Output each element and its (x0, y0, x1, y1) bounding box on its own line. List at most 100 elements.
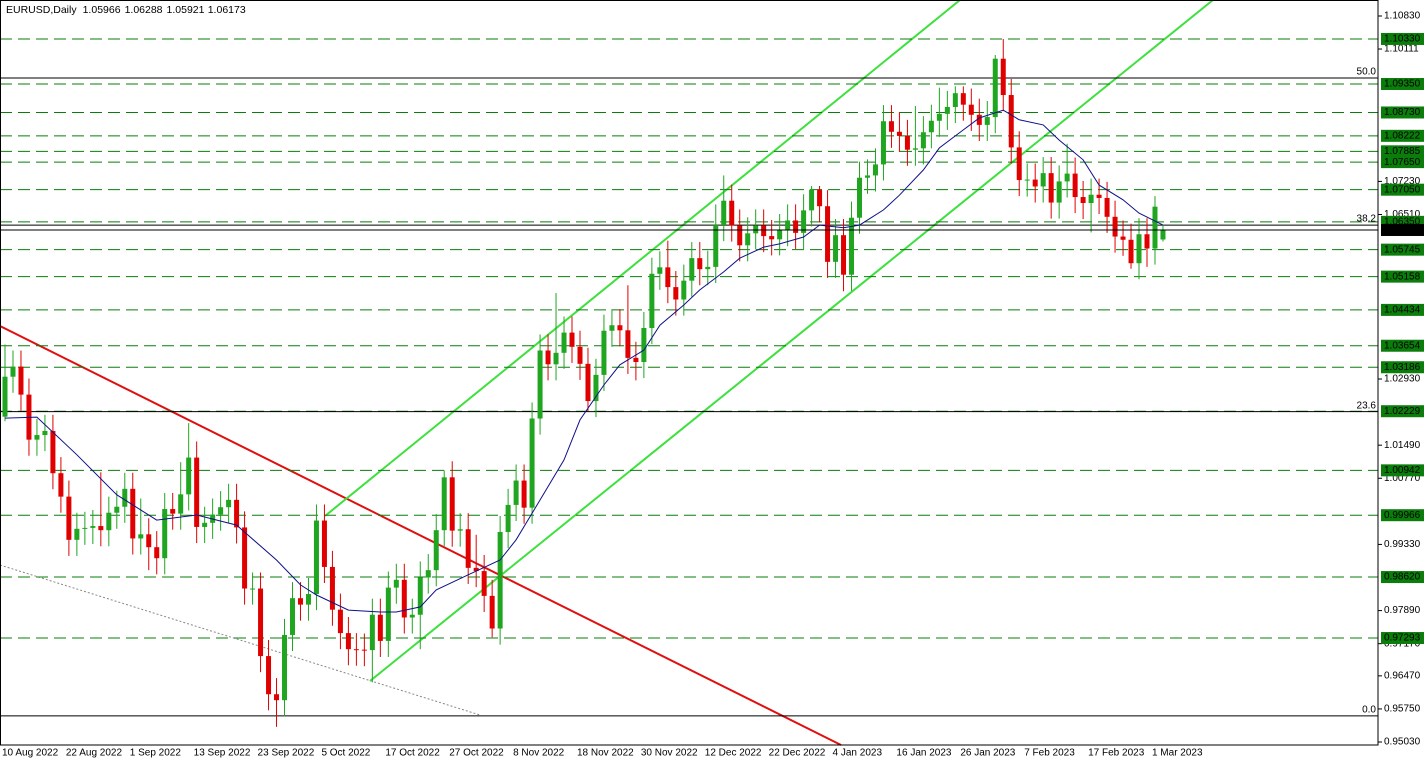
candle-body (793, 220, 799, 233)
candle-body (18, 366, 24, 395)
x-tick-label: 27 Oct 2022 (449, 748, 504, 759)
candle-body (912, 148, 918, 150)
candle-body (920, 132, 926, 149)
candle-body (769, 236, 775, 240)
level-box (1381, 464, 1424, 477)
candle-body (833, 235, 839, 262)
candle-body (976, 114, 982, 125)
candle-body (401, 579, 407, 618)
candle-body (713, 225, 719, 267)
y-tick-label: 1.07230 (1384, 176, 1421, 187)
candle-body (1152, 206, 1158, 249)
candle-body (321, 520, 327, 567)
level-label: 0.97293 (1384, 633, 1421, 644)
candle-body (761, 225, 767, 237)
y-tick-label: 1.10111 (1384, 44, 1419, 55)
ohlc-open: 1.05966 (83, 4, 121, 16)
level-box (1381, 509, 1424, 522)
candle-body (50, 430, 56, 474)
candle-body (481, 571, 487, 596)
candle-body (537, 350, 543, 419)
x-tick-label: 18 Nov 2022 (577, 748, 634, 759)
level-label: 1.07885 (1384, 146, 1421, 157)
candle-body (1096, 194, 1102, 198)
marks: 1.10830 1.10111 1.07230 1.06510 1.02930 1.014… (0, 11, 1424, 759)
level-label: 1.03186 (1384, 362, 1421, 373)
candle-body (218, 507, 224, 515)
candle-body (1120, 236, 1126, 240)
x-tick-label: 16 Jan 2023 (896, 748, 951, 759)
x-tick-label: 13 Sep 2022 (194, 748, 251, 759)
level-box (1381, 156, 1424, 169)
candle-body (1160, 229, 1166, 240)
ohlc-close: 1.06173 (208, 4, 246, 16)
candle-body (825, 206, 831, 262)
candle-body (992, 58, 998, 118)
candle-body (114, 506, 120, 513)
candle-body (202, 522, 208, 527)
candle-body (74, 528, 80, 540)
plot-frame (0, 0, 1379, 746)
candle-body (1016, 147, 1022, 181)
candle-body (226, 499, 232, 508)
x-tick-label: 7 Feb 2023 (1024, 748, 1075, 759)
candle-body (289, 598, 295, 635)
level-box (1381, 632, 1424, 645)
level-box (1381, 32, 1424, 45)
x-tick-label: 1 Mar 2023 (1152, 748, 1203, 759)
channel-lower (369, 0, 1214, 682)
candle-body (282, 634, 288, 701)
x-tick-label: 1 Sep 2022 (130, 748, 182, 759)
y-tick-label: 0.96470 (1384, 670, 1421, 681)
y-tick-label: 0.99330 (1384, 539, 1421, 550)
candle-body (369, 614, 375, 651)
fib-label: 23.6 (1357, 400, 1377, 411)
candle-body (928, 120, 934, 133)
candle-body (1048, 173, 1054, 203)
candle-body (936, 113, 942, 121)
candle-body (266, 656, 272, 695)
candle-body (449, 477, 455, 531)
candle-body (960, 93, 966, 105)
y-tick-label: 0.95030 (1384, 737, 1421, 748)
candle-body (1080, 197, 1086, 204)
candle-body (82, 527, 88, 529)
x-tick-label: 8 Nov 2022 (513, 748, 565, 759)
candle-body (849, 217, 855, 275)
level-label: 1.08222 (1384, 130, 1421, 141)
candle-body (569, 332, 575, 347)
candle-body (888, 121, 894, 132)
level-label: 1.05745 (1384, 244, 1421, 255)
candle-body (505, 504, 511, 533)
level-box (1381, 183, 1424, 196)
candle-body (1136, 234, 1142, 264)
candle-body (633, 357, 639, 363)
candle-body (361, 649, 367, 651)
y-tick-label: 1.01490 (1384, 440, 1421, 451)
candle-body (841, 235, 847, 275)
candle-body (274, 694, 280, 701)
candle-body (529, 418, 535, 508)
x-tick-label: 26 Jan 2023 (960, 748, 1015, 759)
y-tick-label: 0.97890 (1384, 605, 1421, 616)
candle-body (593, 374, 599, 402)
candle-body (1040, 173, 1046, 187)
candle-body (130, 488, 136, 539)
candle-body (896, 131, 902, 136)
candle-body (609, 325, 615, 331)
level-box (1381, 77, 1424, 90)
level-box (1381, 270, 1424, 283)
candle-body (242, 527, 248, 589)
x-tick-label: 5 Oct 2022 (321, 748, 370, 759)
candle-body (497, 532, 503, 629)
candle-body (305, 594, 311, 605)
level-label: 1.06350 (1384, 216, 1421, 227)
candle-body (1024, 179, 1030, 181)
x-tick-label: 22 Dec 2022 (769, 748, 826, 759)
candle-body (162, 509, 168, 559)
candle-body (649, 273, 655, 328)
y-tick-label: 1.10830 (1384, 11, 1421, 22)
level-label: 1.02229 (1384, 406, 1421, 417)
candle-body (465, 529, 471, 568)
